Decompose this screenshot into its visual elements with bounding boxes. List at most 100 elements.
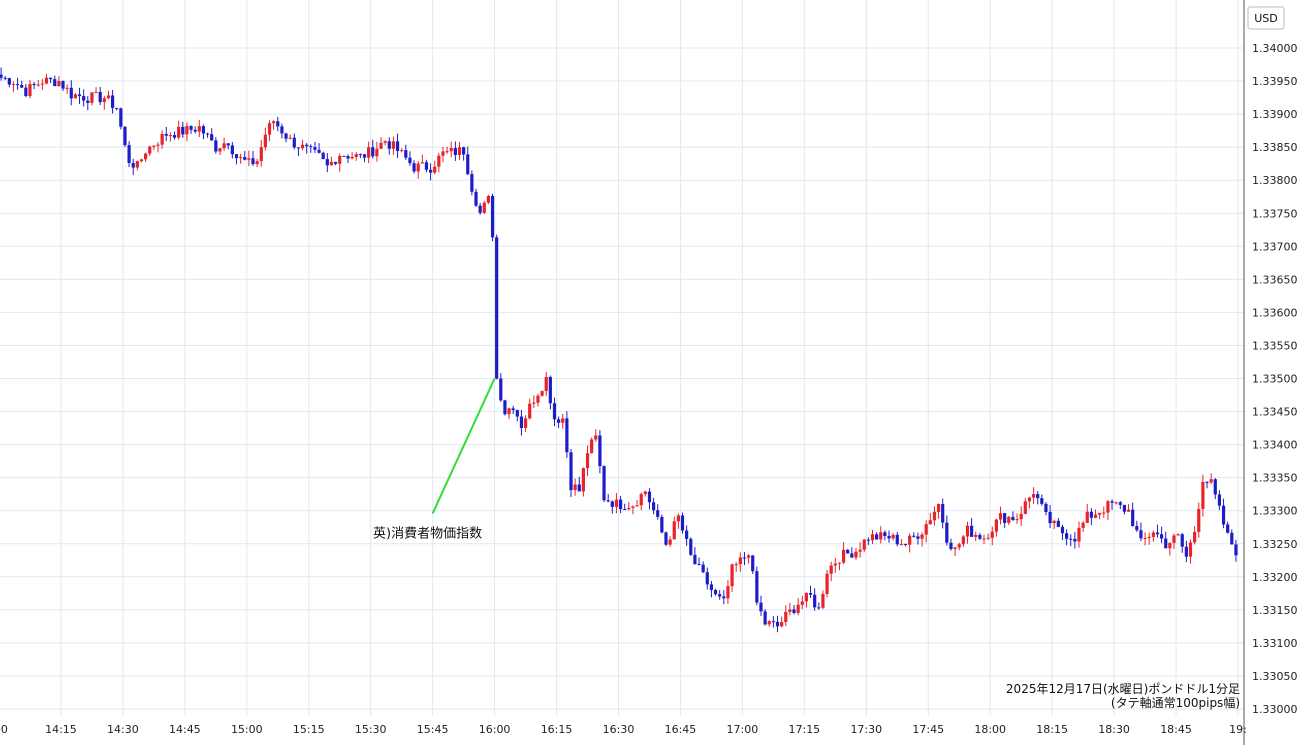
candle-body: [854, 551, 858, 558]
candle-body: [86, 100, 90, 103]
candle-body: [1040, 498, 1044, 504]
x-tick-label: 15:15: [293, 723, 325, 736]
candle-body: [160, 133, 164, 145]
candle-body: [470, 174, 474, 192]
candle-body: [945, 522, 949, 543]
candle-body: [829, 565, 833, 574]
candle-body: [462, 147, 466, 155]
candle-body: [362, 154, 367, 158]
candle-body: [998, 513, 1003, 520]
candle-body: [1205, 481, 1209, 483]
candle-body: [515, 410, 519, 417]
candle-body: [416, 163, 420, 172]
candle-body: [1188, 542, 1193, 557]
x-tick-label: 18:15: [1036, 723, 1068, 736]
x-axis: :00 14:15 14:30 14:45 15:00 15:15 15:30 15:45 16…: [0, 723, 1247, 736]
candle-body: [1036, 494, 1040, 499]
candles: [0, 67, 1238, 633]
candle-body: [1003, 513, 1007, 523]
candle-body: [214, 140, 218, 152]
y-axis: USD 1.34000 1.33950 1.33900 1.33850 1.33800 1…: [1243, 0, 1298, 745]
candle-body: [590, 439, 594, 454]
x-tick-label: 17:15: [788, 723, 820, 736]
candle-body: [53, 79, 57, 87]
candle-body: [1135, 526, 1139, 531]
candle-body: [763, 611, 767, 625]
candle-body: [903, 543, 908, 545]
candle-body: [742, 557, 747, 559]
caption-line-1: 2025年12月17日(水曜日)ポンドドル1分足: [1006, 682, 1240, 696]
candle-body: [65, 87, 69, 89]
candle-body: [350, 157, 354, 159]
candle-body: [36, 84, 40, 86]
candle-body: [652, 502, 656, 511]
candle-body: [920, 534, 924, 539]
annotation: 英)消費者物価指数: [373, 378, 496, 542]
candle-body: [189, 126, 193, 130]
y-tick-label: 1.34000: [1252, 42, 1298, 55]
candle-body: [978, 534, 982, 539]
candle-body: [94, 91, 98, 93]
candle-body: [255, 161, 259, 165]
candle-body: [321, 152, 325, 160]
candle-body: [375, 148, 379, 157]
candle-body: [536, 395, 540, 403]
candle-body: [953, 547, 957, 549]
candle-body: [1031, 494, 1036, 498]
candle-body: [565, 418, 569, 453]
candle-body: [1143, 538, 1147, 540]
candle-body: [309, 146, 313, 148]
candle-body: [879, 532, 883, 540]
candle-body: [201, 126, 206, 134]
candle-body: [152, 145, 156, 147]
candle-body: [532, 402, 536, 404]
candle-body: [528, 403, 532, 419]
candle-body: [713, 590, 718, 595]
candle-body: [1093, 514, 1098, 518]
candle-body: [503, 400, 507, 415]
y-tick-label: 1.33250: [1252, 538, 1298, 551]
candle-body: [420, 162, 424, 164]
candle-body: [1147, 536, 1151, 539]
candle-body: [523, 418, 528, 428]
candle-body: [697, 564, 701, 566]
candle-body: [1217, 494, 1222, 506]
candle-body: [730, 564, 734, 587]
candle-body: [866, 539, 870, 541]
candle-body: [540, 391, 544, 396]
x-tick-label: 18:45: [1160, 723, 1192, 736]
candle-body: [272, 121, 276, 124]
candle-body: [1201, 481, 1205, 510]
candle-body: [1069, 538, 1073, 540]
candle-body: [668, 539, 672, 545]
y-tick-label: 1.33150: [1252, 604, 1298, 617]
candle-body: [222, 143, 226, 149]
candle-body: [949, 542, 953, 549]
candle-body: [449, 148, 453, 152]
x-tick-label: 16:00: [479, 723, 511, 736]
candle-body: [660, 516, 664, 533]
candle-body: [1213, 479, 1217, 495]
candle-body: [718, 594, 722, 597]
candle-body: [329, 161, 334, 166]
caption-line-2: (タテ軸通常100pips幅): [1111, 695, 1240, 710]
candle-body: [581, 468, 585, 492]
candle-body: [457, 147, 462, 155]
candle-body: [841, 549, 846, 563]
candle-body: [618, 499, 623, 510]
y-tick-label: 1.33700: [1252, 240, 1298, 253]
candle-body: [1230, 532, 1234, 545]
y-tick-label: 1.33800: [1252, 174, 1298, 187]
candle-body: [333, 161, 338, 164]
candle-body: [20, 85, 24, 88]
x-tick-label: 14:15: [45, 723, 77, 736]
candle-body: [689, 538, 693, 555]
candle-body: [557, 419, 561, 423]
candle-body: [569, 452, 573, 491]
candle-body: [437, 155, 441, 167]
candle-body: [883, 532, 887, 536]
candle-body: [338, 155, 342, 164]
candle-body: [474, 191, 478, 206]
candle-body: [267, 123, 272, 135]
